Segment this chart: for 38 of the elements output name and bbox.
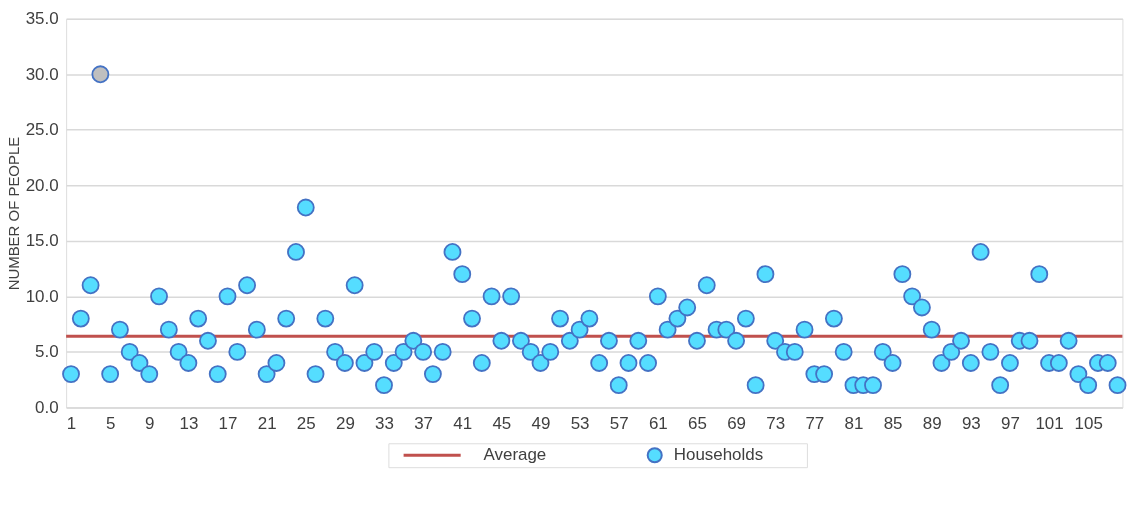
x-tick-label: 5 xyxy=(105,413,116,433)
x-tick-label: 93 xyxy=(961,413,981,433)
legend-label: Average xyxy=(483,445,547,465)
x-tick-label: 21 xyxy=(257,413,277,433)
x-tick-label: 41 xyxy=(453,413,473,433)
x-tick-label: 65 xyxy=(688,413,707,433)
x-tick-label: 61 xyxy=(648,413,668,433)
x-tick-label: 97 xyxy=(1001,413,1020,433)
x-tick-label: 57 xyxy=(609,413,629,433)
y-tick-label: 35.0 xyxy=(25,9,59,29)
x-tick-label: 105 xyxy=(1074,413,1103,433)
x-tick-label: 81 xyxy=(844,413,864,433)
legend-label: Households xyxy=(673,445,764,465)
y-tick-label: 25.0 xyxy=(25,120,59,140)
x-tick-label: 101 xyxy=(1035,413,1064,433)
x-tick-label: 17 xyxy=(218,413,238,433)
x-tick-label: 37 xyxy=(414,413,434,433)
y-tick-label: 20.0 xyxy=(25,175,59,195)
y-tick-label: 15.0 xyxy=(25,231,59,251)
x-tick-label: 89 xyxy=(922,413,942,433)
x-tick-label: 73 xyxy=(766,413,786,433)
x-tick-label: 1 xyxy=(66,413,77,433)
x-tick-label: 33 xyxy=(375,413,394,433)
x-tick-label: 49 xyxy=(531,413,551,433)
x-tick-label: 9 xyxy=(145,413,155,433)
y-tick-label: 0.0 xyxy=(35,397,59,417)
x-tick-label: 85 xyxy=(883,413,903,433)
x-tick-label: 29 xyxy=(335,413,355,433)
x-tick-label: 69 xyxy=(727,413,747,433)
y-tick-label: 30.0 xyxy=(25,64,59,84)
x-tick-label: 53 xyxy=(570,413,590,433)
y-tick-label: 10.0 xyxy=(25,286,59,306)
y-tick-label: 5.0 xyxy=(35,342,59,362)
x-tick-label: 25 xyxy=(296,413,316,433)
x-tick-label: 13 xyxy=(179,413,199,433)
y-axis-title: NUMBER OF PEOPLE xyxy=(4,136,22,291)
x-tick-label: 77 xyxy=(805,413,825,433)
x-tick-label: 45 xyxy=(492,413,512,433)
